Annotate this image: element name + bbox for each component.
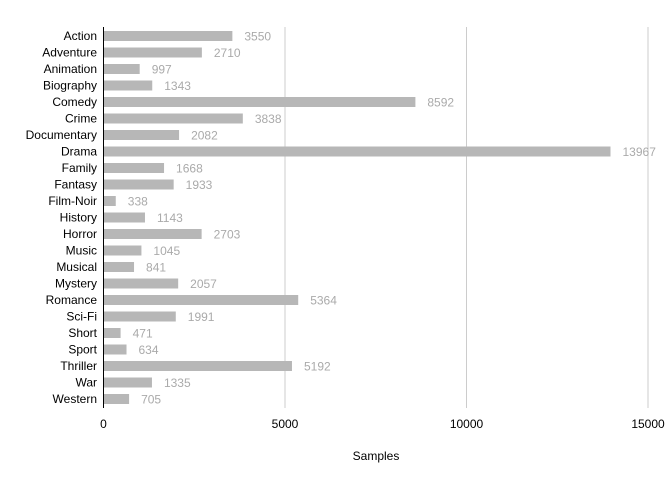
data-label-western: 705 — [141, 393, 161, 407]
bar-romance — [104, 295, 299, 305]
data-label-music: 1045 — [153, 244, 180, 258]
category-label-comedy: Comedy — [52, 95, 97, 109]
bar-horror — [104, 229, 202, 239]
bar-musical — [104, 262, 135, 272]
data-label-family: 1668 — [176, 162, 203, 176]
data-label-musical: 841 — [146, 261, 166, 275]
bar-film-noir — [104, 196, 116, 206]
category-label-sci-fi: Sci-Fi — [66, 310, 97, 324]
category-label-sport: Sport — [68, 343, 97, 357]
gridlines — [284, 27, 649, 408]
data-label-adventure: 2710 — [214, 46, 241, 60]
category-label-biography: Biography — [43, 79, 97, 93]
bar-biography — [104, 80, 153, 91]
data-label-documentary: 2082 — [191, 129, 218, 143]
bar-crime — [104, 113, 243, 124]
data-label-short: 471 — [133, 327, 153, 341]
category-label-mystery: Mystery — [55, 277, 97, 291]
x-tick-label: 0 — [100, 417, 107, 431]
x-tick-labels: 0 5000 10000 15000 — [100, 417, 665, 431]
bar-thriller — [104, 361, 292, 371]
bar-western — [104, 394, 130, 404]
x-axis-title: Samples — [353, 449, 400, 463]
category-label-western: Western — [53, 392, 97, 406]
category-label-thriller: Thriller — [60, 359, 97, 373]
category-label-history: History — [60, 211, 97, 225]
bar-adventure — [104, 47, 202, 58]
data-label-history: 1143 — [157, 211, 183, 225]
bar-mystery — [104, 278, 179, 289]
x-tick-label: 10000 — [450, 417, 484, 431]
category-label-adventure: Adventure — [42, 46, 97, 60]
category-label-fantasy: Fantasy — [54, 178, 97, 192]
bar-documentary — [104, 130, 180, 140]
data-label-action: 3550 — [244, 30, 271, 44]
bars — [104, 31, 611, 404]
category-label-musical: Musical — [56, 260, 97, 274]
data-label-animation: 997 — [152, 63, 172, 77]
x-tick-label: 15000 — [631, 417, 665, 431]
data-label-biography: 1343 — [164, 79, 191, 93]
data-label-film-noir: 338 — [128, 195, 148, 209]
data-label-war: 1335 — [164, 376, 191, 390]
data-label-comedy: 8592 — [427, 96, 454, 110]
data-label-mystery: 2057 — [190, 277, 217, 291]
category-label-drama: Drama — [61, 145, 97, 159]
bar-drama — [104, 146, 611, 157]
bar-history — [104, 212, 145, 223]
category-label-music: Music — [66, 244, 97, 258]
category-label-war: War — [75, 376, 97, 390]
bar-family — [104, 163, 165, 173]
bar-action — [104, 31, 233, 41]
category-label-family: Family — [62, 161, 97, 175]
category-label-crime: Crime — [65, 112, 97, 126]
data-label-thriller: 5192 — [304, 360, 331, 374]
bar-comedy — [104, 97, 416, 107]
data-label-romance: 5364 — [310, 294, 337, 308]
bar-music — [104, 245, 142, 256]
bar-animation — [104, 64, 140, 74]
data-label-drama: 13967 — [623, 145, 657, 159]
bar-fantasy — [104, 179, 174, 190]
x-tick-label: 5000 — [272, 417, 299, 431]
category-labels: Action Adventure Animation Biography Comedy C… — [26, 29, 98, 406]
data-label-crime: 3838 — [255, 112, 282, 126]
category-label-horror: Horror — [63, 227, 97, 241]
category-label-animation: Animation — [44, 62, 97, 76]
category-label-film-noir: Film-Noir — [48, 194, 97, 208]
bar-short — [104, 328, 121, 338]
bar-sport — [104, 344, 127, 355]
category-label-documentary: Documentary — [26, 128, 97, 142]
category-label-short: Short — [68, 326, 97, 340]
data-label-sci-fi: 1991 — [188, 310, 215, 324]
category-label-romance: Romance — [46, 293, 98, 307]
data-label-horror: 2703 — [214, 228, 241, 242]
data-label-sport: 634 — [139, 343, 159, 357]
category-label-action: Action — [64, 29, 97, 43]
bar-sci-fi — [104, 311, 176, 322]
bar-war — [104, 377, 152, 388]
data-label-fantasy: 1933 — [186, 178, 213, 192]
